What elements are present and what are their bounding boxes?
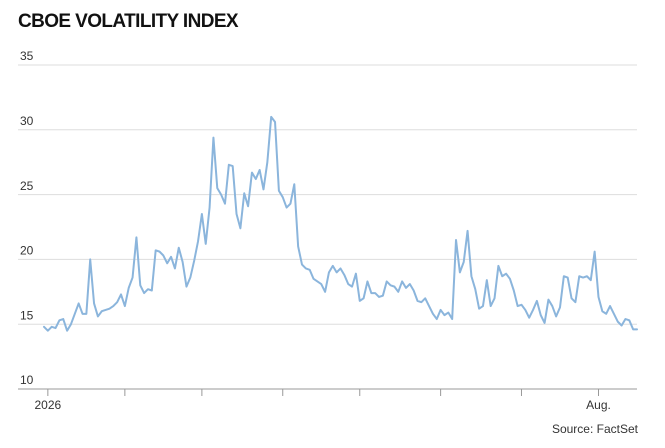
line-series <box>43 115 638 332</box>
y-tick-label: 30 <box>20 114 34 128</box>
y-tick-label: 25 <box>20 179 34 193</box>
y-tick-label: 20 <box>20 244 34 258</box>
y-tick-label: 35 <box>20 49 34 63</box>
y-tick-label: 10 <box>20 373 34 387</box>
x-tick-label: 2026 <box>34 398 61 412</box>
y-tick-label: 15 <box>20 308 34 322</box>
source-note: Source: FactSet <box>552 422 639 436</box>
chart-title: CBOE VOLATILITY INDEX <box>18 11 239 32</box>
x-tick-label: Aug. <box>586 398 611 412</box>
